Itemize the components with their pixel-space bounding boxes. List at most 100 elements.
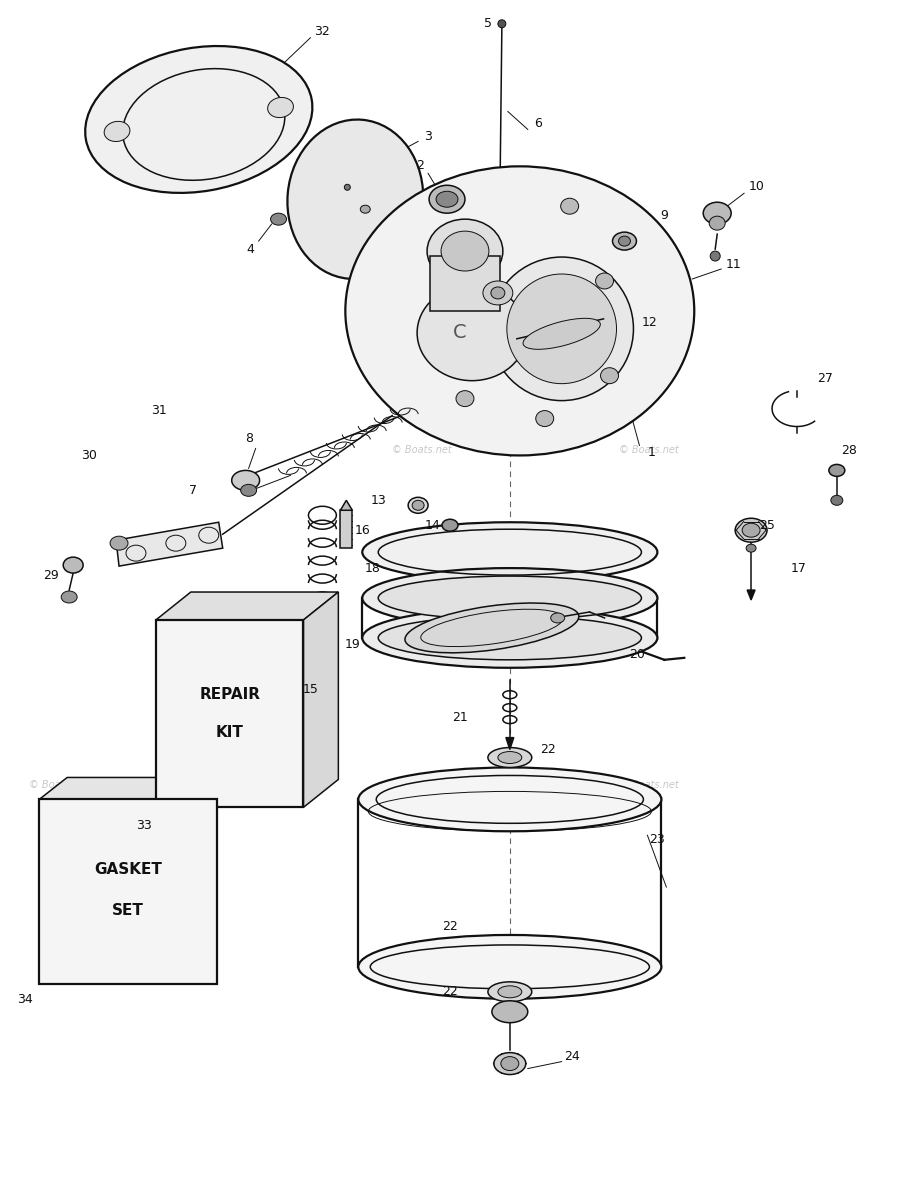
Polygon shape xyxy=(303,592,338,808)
Ellipse shape xyxy=(498,986,522,997)
Text: © Boats.net: © Boats.net xyxy=(619,780,679,791)
Text: 1: 1 xyxy=(648,446,655,458)
Ellipse shape xyxy=(619,236,630,246)
Text: 12: 12 xyxy=(641,317,657,329)
Ellipse shape xyxy=(596,274,613,289)
Text: 6: 6 xyxy=(534,116,542,130)
Polygon shape xyxy=(116,522,222,566)
Ellipse shape xyxy=(287,120,424,278)
Ellipse shape xyxy=(494,1052,526,1074)
Ellipse shape xyxy=(358,935,661,998)
Ellipse shape xyxy=(63,557,83,574)
Ellipse shape xyxy=(358,768,661,832)
Ellipse shape xyxy=(710,216,725,230)
Text: 10: 10 xyxy=(749,180,765,193)
Text: 17: 17 xyxy=(791,562,807,575)
Ellipse shape xyxy=(405,602,578,653)
Ellipse shape xyxy=(417,284,527,380)
Text: © Boats.net: © Boats.net xyxy=(28,780,88,791)
Ellipse shape xyxy=(378,616,641,660)
Ellipse shape xyxy=(110,536,128,550)
Text: 16: 16 xyxy=(354,523,370,536)
Ellipse shape xyxy=(442,520,458,532)
Text: REPAIR: REPAIR xyxy=(200,688,261,702)
Text: © Boats.net: © Boats.net xyxy=(619,445,679,456)
Bar xyxy=(156,620,303,808)
Ellipse shape xyxy=(703,203,732,224)
Ellipse shape xyxy=(231,470,260,491)
Text: 28: 28 xyxy=(841,444,856,457)
Ellipse shape xyxy=(523,318,600,349)
Ellipse shape xyxy=(488,982,532,1002)
Ellipse shape xyxy=(711,251,721,262)
Bar xyxy=(430,256,500,311)
Polygon shape xyxy=(747,590,755,600)
Ellipse shape xyxy=(345,167,694,456)
Text: 9: 9 xyxy=(660,209,669,222)
Polygon shape xyxy=(506,738,514,750)
Text: 23: 23 xyxy=(650,833,665,846)
Bar xyxy=(341,510,353,548)
Text: 24: 24 xyxy=(564,1050,579,1063)
Ellipse shape xyxy=(742,523,760,538)
Text: 2: 2 xyxy=(416,158,424,172)
Text: 20: 20 xyxy=(630,648,645,661)
Text: 11: 11 xyxy=(725,258,741,270)
Ellipse shape xyxy=(427,220,503,283)
Text: 32: 32 xyxy=(314,25,331,38)
Ellipse shape xyxy=(831,496,843,505)
Ellipse shape xyxy=(360,205,370,214)
Text: 7: 7 xyxy=(189,484,197,497)
Ellipse shape xyxy=(363,608,658,667)
Text: 30: 30 xyxy=(81,449,97,462)
Ellipse shape xyxy=(560,198,578,214)
Ellipse shape xyxy=(498,751,522,763)
Ellipse shape xyxy=(456,391,474,407)
Text: 19: 19 xyxy=(344,638,360,652)
Text: 14: 14 xyxy=(425,518,440,532)
Ellipse shape xyxy=(483,281,513,305)
Ellipse shape xyxy=(746,544,756,552)
Ellipse shape xyxy=(600,367,619,384)
Ellipse shape xyxy=(378,576,641,620)
Ellipse shape xyxy=(491,287,505,299)
Text: 15: 15 xyxy=(302,683,318,696)
Text: 34: 34 xyxy=(17,994,33,1007)
Text: © Boats.net: © Boats.net xyxy=(392,445,452,456)
Text: 13: 13 xyxy=(371,494,386,506)
Ellipse shape xyxy=(436,191,458,208)
Text: 22: 22 xyxy=(540,743,556,756)
Ellipse shape xyxy=(501,1057,518,1070)
Ellipse shape xyxy=(61,592,77,602)
Text: C: C xyxy=(453,323,466,342)
Ellipse shape xyxy=(241,485,257,497)
Polygon shape xyxy=(341,500,353,510)
Text: 27: 27 xyxy=(817,372,833,385)
Ellipse shape xyxy=(363,522,658,582)
Ellipse shape xyxy=(363,568,658,628)
Ellipse shape xyxy=(441,232,489,271)
Ellipse shape xyxy=(86,46,312,193)
Ellipse shape xyxy=(498,19,506,28)
Ellipse shape xyxy=(735,518,767,542)
Ellipse shape xyxy=(104,121,130,142)
Ellipse shape xyxy=(488,748,532,768)
Ellipse shape xyxy=(551,613,565,623)
Ellipse shape xyxy=(271,214,287,226)
Text: SET: SET xyxy=(112,902,144,918)
Ellipse shape xyxy=(344,185,351,191)
Bar xyxy=(39,799,217,984)
Text: GASKET: GASKET xyxy=(94,862,162,877)
Text: 31: 31 xyxy=(151,404,167,418)
Ellipse shape xyxy=(490,257,633,401)
Text: 22: 22 xyxy=(442,920,458,934)
Ellipse shape xyxy=(268,97,293,118)
Text: 25: 25 xyxy=(759,518,775,532)
Text: 29: 29 xyxy=(44,569,59,582)
Ellipse shape xyxy=(536,410,554,426)
Text: 3: 3 xyxy=(425,130,432,143)
Ellipse shape xyxy=(412,500,425,510)
Text: KIT: KIT xyxy=(216,725,243,740)
Text: 5: 5 xyxy=(484,17,492,30)
Text: © Boats.net: © Boats.net xyxy=(392,780,452,791)
